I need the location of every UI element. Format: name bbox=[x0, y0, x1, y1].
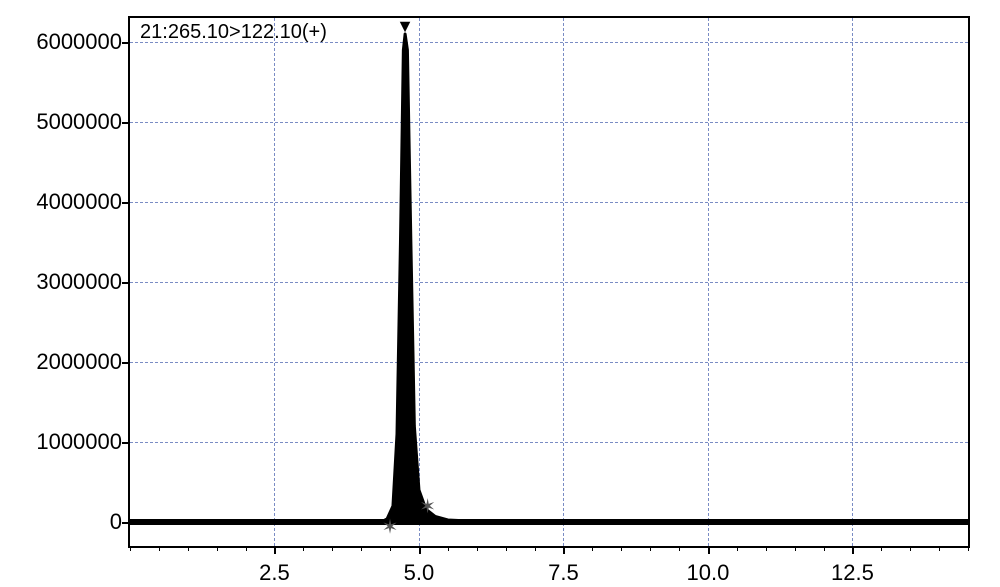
integration-marker-icon: ✶ bbox=[382, 517, 399, 539]
x-axis-minor-tick bbox=[766, 546, 767, 551]
x-axis-minor-tick bbox=[535, 546, 536, 551]
x-axis-minor-tick bbox=[130, 546, 131, 551]
x-axis-minor-tick bbox=[881, 546, 882, 551]
chromatogram-chart: 0 1000000 2000000 3000000 4000000 5000000 6000… bbox=[0, 0, 1000, 587]
y-axis-tick-label: 2000000 bbox=[36, 349, 130, 375]
x-axis-minor-tick bbox=[737, 546, 738, 551]
x-axis-minor-tick bbox=[390, 546, 391, 551]
x-axis-minor-tick bbox=[361, 546, 362, 551]
x-axis-minor-tick bbox=[621, 546, 622, 551]
x-axis-tick-label: 2.5 bbox=[259, 546, 290, 586]
y-axis-tick-label: 3000000 bbox=[36, 269, 130, 295]
x-axis-minor-tick bbox=[506, 546, 507, 551]
x-axis-tick-label: 7.5 bbox=[548, 546, 579, 586]
x-axis-tick-label: 5.0 bbox=[404, 546, 435, 586]
apex-marker-icon: ▼ bbox=[396, 16, 414, 36]
x-axis-minor-tick bbox=[303, 546, 304, 551]
peak-trace bbox=[130, 34, 968, 522]
x-axis-minor-tick bbox=[968, 546, 969, 551]
x-axis-minor-tick bbox=[188, 546, 189, 551]
x-axis-minor-tick bbox=[246, 546, 247, 551]
y-axis-tick-label: 6000000 bbox=[36, 29, 130, 55]
x-axis-minor-tick bbox=[795, 546, 796, 551]
x-axis-minor-tick bbox=[332, 546, 333, 551]
x-axis-minor-tick bbox=[910, 546, 911, 551]
x-axis-minor-tick bbox=[592, 546, 593, 551]
plot-area: 0100000020000003000000400000050000006000… bbox=[128, 16, 970, 548]
x-axis-minor-tick bbox=[159, 546, 160, 551]
x-axis-minor-tick bbox=[650, 546, 651, 551]
y-axis-tick-label: 1000000 bbox=[36, 429, 130, 455]
x-axis-tick-label: 12.5 bbox=[831, 546, 874, 586]
integration-marker-icon: ✶ bbox=[419, 496, 436, 518]
y-axis-tick-label: 0 bbox=[110, 509, 130, 535]
y-axis-tick-label: 5000000 bbox=[36, 109, 130, 135]
x-axis-tick-label: 10.0 bbox=[687, 546, 730, 586]
y-axis-tick-label: 4000000 bbox=[36, 189, 130, 215]
x-axis-minor-tick bbox=[448, 546, 449, 551]
x-axis-minor-tick bbox=[679, 546, 680, 551]
x-axis-minor-tick bbox=[824, 546, 825, 551]
peak-fill bbox=[381, 34, 447, 522]
x-axis-minor-tick bbox=[217, 546, 218, 551]
chromatogram-trace: ▼ ✶ ✶ bbox=[130, 18, 968, 546]
x-axis-minor-tick bbox=[477, 546, 478, 551]
x-axis-minor-tick bbox=[939, 546, 940, 551]
